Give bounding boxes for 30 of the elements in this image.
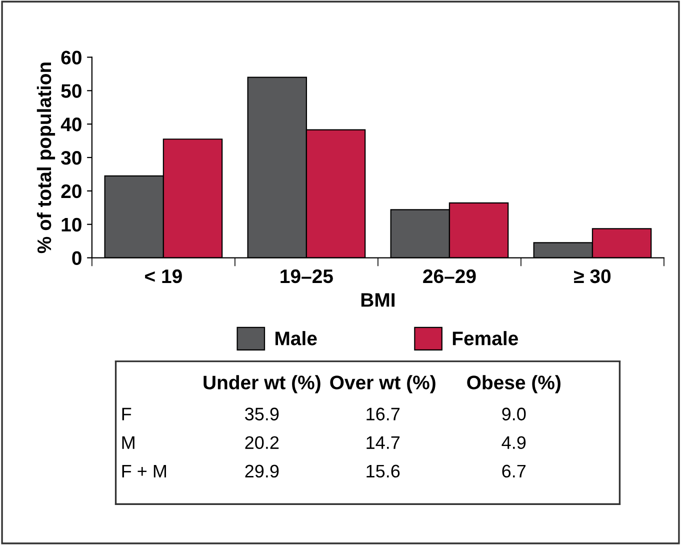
text: 14.7 [366,436,400,449]
y-tick-label: 30 [61,150,82,165]
text: Under wt (%) [204,375,320,394]
y-tick-label: 20 [61,184,82,198]
y-tick-label: 60 [61,50,82,64]
y-tick-label: 0 [72,251,82,266]
text: Over wt (%) [330,375,436,394]
text: 4.9 [502,436,526,449]
y-tick-label: 10 [62,218,82,232]
text: M [122,436,134,449]
text: F [122,408,132,420]
x-axis-title: BMI [361,293,394,307]
x-tick-label: 19–25 [280,269,333,284]
y-tick-label: 50 [61,84,82,98]
text: 15.6 [366,464,400,478]
legend-label: Female [452,331,518,346]
legend-label: Male [276,331,317,346]
text: Obese (%) [467,375,560,394]
y-tick-label: 40 [60,118,82,132]
text: 9.0 [502,408,526,420]
text: 29.9 [245,464,279,478]
y-axis-title: % of total population [36,62,56,254]
x-tick-label: < 19 [145,269,182,284]
x-tick-label: ≥ 30 [574,269,611,284]
text: 6.7 [502,464,526,478]
text: 20.2 [245,436,279,449]
text: 16.7 [366,408,400,420]
text: F + M [122,464,166,478]
text: 35.9 [245,408,279,420]
x-tick-label: 26–29 [423,269,476,284]
